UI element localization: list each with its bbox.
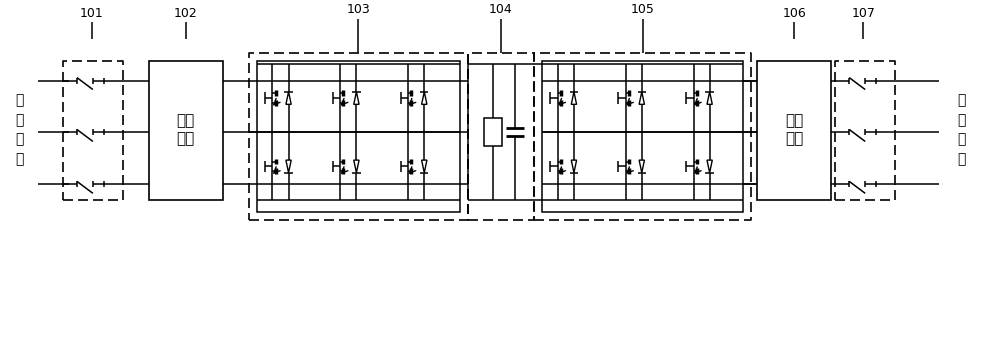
Polygon shape bbox=[422, 160, 427, 173]
Text: 工
频
电
网: 工 频 电 网 bbox=[15, 93, 23, 166]
Text: 107: 107 bbox=[851, 7, 875, 20]
Text: 102: 102 bbox=[174, 7, 198, 20]
Text: 101: 101 bbox=[80, 7, 104, 20]
Polygon shape bbox=[571, 92, 577, 104]
Bar bbox=[757, 61, 831, 200]
Text: 输入
滤波: 输入 滤波 bbox=[177, 113, 195, 146]
Text: 103: 103 bbox=[346, 3, 370, 16]
Polygon shape bbox=[707, 160, 712, 173]
Polygon shape bbox=[707, 92, 712, 104]
Bar bbox=[484, 118, 502, 146]
Polygon shape bbox=[286, 92, 291, 104]
Text: 105: 105 bbox=[631, 3, 655, 16]
Polygon shape bbox=[639, 160, 644, 173]
Polygon shape bbox=[286, 160, 291, 173]
Polygon shape bbox=[354, 92, 359, 104]
Text: 输出
滤波: 输出 滤波 bbox=[785, 113, 803, 146]
Bar bbox=[542, 61, 743, 212]
Polygon shape bbox=[422, 92, 427, 104]
Bar bbox=[257, 61, 460, 212]
Polygon shape bbox=[639, 92, 644, 104]
Polygon shape bbox=[571, 160, 577, 173]
Bar bbox=[149, 61, 223, 200]
Text: 104: 104 bbox=[489, 3, 513, 16]
Text: 106: 106 bbox=[782, 7, 806, 20]
Text: 试
验
母
线: 试 验 母 线 bbox=[957, 93, 965, 166]
Polygon shape bbox=[354, 160, 359, 173]
